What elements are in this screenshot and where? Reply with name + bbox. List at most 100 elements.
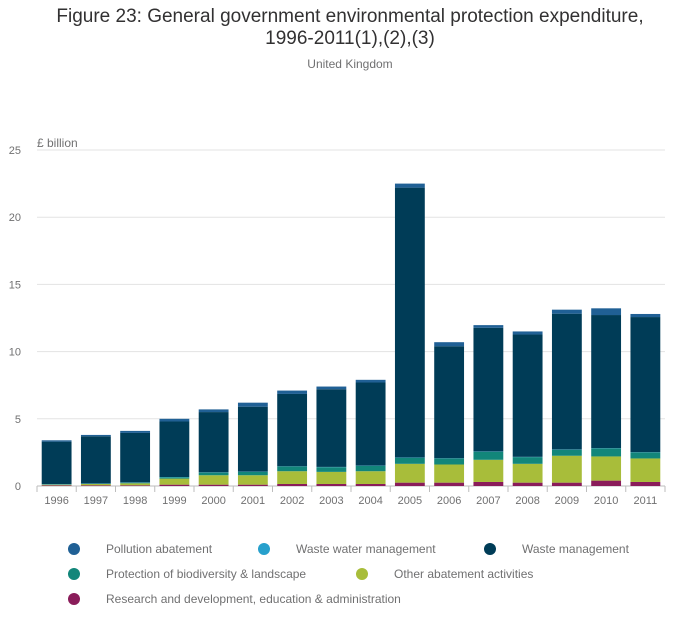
bar-1998-pollution-abatement xyxy=(120,430,151,433)
bar-2001-protection-of-biodiversity-landscape xyxy=(237,471,268,476)
bar-2008-other-abatement-activities xyxy=(512,463,543,483)
bar-1999-pollution-abatement xyxy=(159,418,190,422)
x-tick-label-2011: 2011 xyxy=(634,495,658,507)
bar-2011-research-and-development-education-administration xyxy=(630,481,661,486)
x-tick-label-2008: 2008 xyxy=(515,495,539,507)
bar-2003-other-abatement-activities xyxy=(316,471,347,484)
bar-2010-pollution-abatement xyxy=(591,308,622,316)
bar-1998-other-abatement-activities xyxy=(120,483,151,486)
bar-2002-waste-management xyxy=(277,393,308,467)
bar-1997-other-abatement-activities xyxy=(80,483,111,486)
bar-1999-research-and-development-education-administration xyxy=(159,484,190,486)
x-tick-label-1996: 1996 xyxy=(44,495,68,507)
chart-plot: 0 5 10 15 20 25 £ billion 1996 1997 1998 1999 2000 2… xyxy=(9,136,666,507)
bar-1996-pollution-abatement xyxy=(41,440,72,442)
bar-1997-waste-management xyxy=(80,436,111,484)
bar-2009-research-and-development-education-administration xyxy=(551,482,582,486)
bar-2004-waste-management xyxy=(355,382,386,466)
bar-2004-pollution-abatement xyxy=(355,379,386,383)
bar-2005-protection-of-biodiversity-landscape xyxy=(394,457,425,464)
bar-2000-pollution-abatement xyxy=(198,409,229,413)
bar-2007-other-abatement-activities xyxy=(473,459,504,482)
bar-2004-protection-of-biodiversity-landscape xyxy=(355,465,386,472)
bar-2005-research-and-development-education-administration xyxy=(394,482,425,486)
chart-title-line-2: 1996-2011(1),(2),(3) xyxy=(265,28,435,49)
bar-2007-pollution-abatement xyxy=(473,325,504,328)
bar-2007-waste-management xyxy=(473,327,504,452)
x-tick-label-2001: 2001 xyxy=(241,495,265,507)
x-tick-label-2004: 2004 xyxy=(358,495,382,507)
bar-1999-other-abatement-activities xyxy=(159,478,190,485)
legend-label: Waste management xyxy=(522,542,629,556)
legend-swatch xyxy=(68,593,80,605)
x-tick-label-2010: 2010 xyxy=(594,495,618,507)
bar-2007-protection-of-biodiversity-landscape xyxy=(473,451,504,460)
bar-1999-protection-of-biodiversity-landscape xyxy=(159,477,190,479)
y-tick-label-25: 25 xyxy=(9,145,21,157)
bar-2006-protection-of-biodiversity-landscape xyxy=(434,458,465,465)
bar-1998-research-and-development-education-administration xyxy=(120,485,151,486)
bar-2011-pollution-abatement xyxy=(630,313,661,318)
bar-2010-waste-management xyxy=(591,315,622,449)
bar-2008-waste-management xyxy=(512,334,543,457)
bar-2001-pollution-abatement xyxy=(237,402,268,407)
x-tick-label-1999: 1999 xyxy=(162,495,186,507)
legend-swatch xyxy=(68,543,80,555)
bar-1997-pollution-abatement xyxy=(80,434,111,437)
bar-2010-protection-of-biodiversity-landscape xyxy=(591,448,622,457)
chart-subtitle: United Kingdom xyxy=(307,57,393,71)
bar-2003-pollution-abatement xyxy=(316,386,347,390)
y-tick-label-20: 20 xyxy=(9,212,21,224)
legend-swatch xyxy=(484,543,496,555)
legend-label: Other abatement activities xyxy=(394,567,534,581)
bar-2005-pollution-abatement xyxy=(394,183,425,188)
x-tick-label-2000: 2000 xyxy=(201,495,225,507)
bar-1996-waste-management xyxy=(41,441,72,485)
bar-2002-research-and-development-education-administration xyxy=(277,483,308,486)
x-tick-label-2009: 2009 xyxy=(555,495,579,507)
legend-swatch xyxy=(258,543,270,555)
bar-2011-other-abatement-activities xyxy=(630,458,661,482)
bar-2003-waste-management xyxy=(316,389,347,467)
bar-2006-research-and-development-education-administration xyxy=(434,482,465,486)
bar-1996-other-abatement-activities xyxy=(41,484,72,486)
bar-2008-research-and-development-education-administration xyxy=(512,482,543,486)
bar-2007-research-and-development-education-administration xyxy=(473,481,504,486)
bar-2011-waste-management xyxy=(630,317,661,453)
bar-2002-other-abatement-activities xyxy=(277,471,308,484)
bar-2002-protection-of-biodiversity-landscape xyxy=(277,466,308,472)
bar-2009-protection-of-biodiversity-landscape xyxy=(551,449,582,456)
y-tick-label-0: 0 xyxy=(15,481,21,493)
bar-2009-pollution-abatement xyxy=(551,309,582,314)
bar-2000-protection-of-biodiversity-landscape xyxy=(198,472,229,476)
bar-2001-research-and-development-education-administration xyxy=(237,484,268,486)
chart-title: Figure 23: General government environmen… xyxy=(0,6,700,50)
x-tick-label-2002: 2002 xyxy=(280,495,304,507)
x-tick-label-2005: 2005 xyxy=(398,495,422,507)
bar-2002-pollution-abatement xyxy=(277,390,308,394)
bar-2005-waste-management xyxy=(394,187,425,458)
bar-2010-research-and-development-education-administration xyxy=(591,480,622,486)
bar-2000-other-abatement-activities xyxy=(198,475,229,485)
y-axis-label: £ billion xyxy=(37,136,78,150)
legend-label: Pollution abatement xyxy=(106,542,213,556)
bar-2009-waste-management xyxy=(551,313,582,450)
bar-2000-research-and-development-education-administration xyxy=(198,484,229,486)
bar-2006-other-abatement-activities xyxy=(434,464,465,483)
legend-swatch xyxy=(356,568,368,580)
y-tick-label-10: 10 xyxy=(9,347,21,359)
bar-2000-waste-management xyxy=(198,412,229,473)
legend-label: Waste water management xyxy=(296,542,436,556)
legend-label: Research and development, education & ad… xyxy=(106,592,401,606)
bar-2006-waste-management xyxy=(434,346,465,459)
bar-2008-protection-of-biodiversity-landscape xyxy=(512,457,543,464)
x-tick-label-1998: 1998 xyxy=(123,495,147,507)
x-tick-label-2003: 2003 xyxy=(319,495,343,507)
y-tick-label-15: 15 xyxy=(9,279,21,291)
bar-2003-protection-of-biodiversity-landscape xyxy=(316,467,347,472)
bar-1997-research-and-development-education-administration xyxy=(80,485,111,486)
x-tick-label-1997: 1997 xyxy=(84,495,108,507)
bar-2006-pollution-abatement xyxy=(434,342,465,347)
bar-1999-waste-management xyxy=(159,421,190,477)
